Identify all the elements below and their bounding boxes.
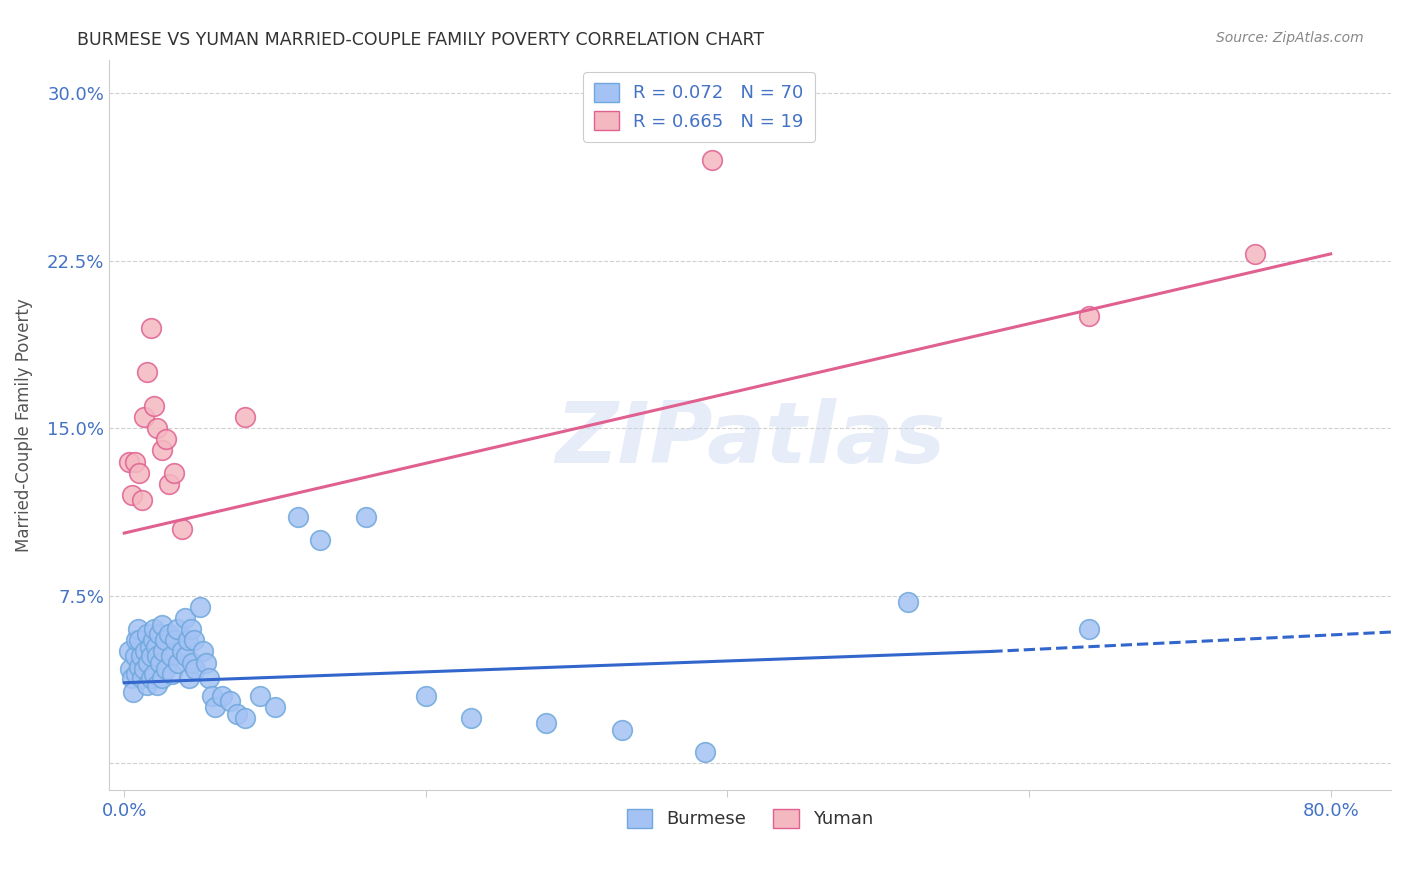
Point [143, 399, 166, 413]
Point [145, 640, 167, 654]
Text: BURMESE VS YUMAN MARRIED-COUPLE FAMILY POVERTY CORRELATION CHART: BURMESE VS YUMAN MARRIED-COUPLE FAMILY P… [77, 31, 765, 49]
Point [184, 662, 207, 676]
Point [180, 622, 202, 636]
Point [165, 633, 187, 648]
Point [188, 599, 211, 614]
Point [159, 477, 181, 491]
Point [120, 662, 142, 676]
Legend: Burmese, Yuman: Burmese, Yuman [620, 802, 880, 836]
Point [134, 644, 156, 658]
Point [460, 711, 482, 725]
Point [176, 633, 198, 648]
Point [146, 421, 169, 435]
Point [191, 644, 214, 658]
Point [118, 454, 141, 468]
Point [150, 443, 173, 458]
Point [1244, 247, 1267, 261]
Point [118, 644, 141, 658]
Point [135, 365, 157, 379]
Point [415, 689, 437, 703]
Point [897, 595, 920, 609]
Point [233, 711, 256, 725]
Point [702, 153, 724, 167]
Point [124, 454, 146, 468]
Point [167, 656, 190, 670]
Point [125, 633, 148, 648]
Point [226, 706, 249, 721]
Point [141, 671, 163, 685]
Point [152, 644, 174, 658]
Point [536, 715, 558, 730]
Point [132, 662, 155, 676]
Point [1078, 622, 1101, 636]
Point [153, 633, 176, 648]
Point [128, 660, 150, 674]
Point [160, 648, 183, 663]
Point [122, 684, 145, 698]
Point [287, 510, 309, 524]
Point [264, 700, 287, 714]
Point [204, 700, 226, 714]
Point [354, 510, 377, 524]
Point [139, 640, 162, 654]
Point [127, 622, 149, 636]
Point [146, 648, 169, 663]
Point [124, 648, 146, 663]
Point [128, 466, 150, 480]
Text: Source: ZipAtlas.com: Source: ZipAtlas.com [1216, 31, 1364, 45]
Point [131, 492, 153, 507]
Point [201, 689, 224, 703]
Point [149, 656, 172, 670]
Point [143, 622, 166, 636]
Point [211, 689, 233, 703]
Point [170, 522, 193, 536]
Point [135, 678, 157, 692]
Point [693, 745, 716, 759]
Text: ZIPatlas: ZIPatlas [555, 398, 945, 481]
Point [173, 611, 195, 625]
Point [135, 626, 157, 640]
Point [174, 648, 197, 663]
Point [163, 466, 186, 480]
Point [610, 723, 633, 737]
Point [121, 488, 143, 502]
Point [194, 656, 217, 670]
Point [218, 693, 240, 707]
Point [125, 666, 148, 681]
Point [162, 666, 184, 681]
Point [155, 662, 177, 676]
Point [249, 689, 271, 703]
Point [131, 671, 153, 685]
Point [159, 626, 181, 640]
Point [177, 671, 200, 685]
Point [150, 617, 173, 632]
Point [150, 671, 173, 685]
Point [129, 648, 152, 663]
Point [121, 671, 143, 685]
Point [197, 671, 219, 685]
Point [166, 622, 188, 636]
Point [146, 678, 169, 692]
Point [142, 633, 165, 648]
Point [183, 633, 205, 648]
Point [170, 644, 193, 658]
Point [132, 409, 155, 424]
Point [141, 648, 163, 663]
Point [143, 666, 166, 681]
Point [155, 432, 177, 446]
Point [128, 633, 150, 648]
Point [181, 656, 204, 670]
Point [309, 533, 332, 547]
Point [138, 656, 160, 670]
Y-axis label: Married-Couple Family Poverty: Married-Couple Family Poverty [15, 298, 32, 551]
Point [1078, 310, 1101, 324]
Point [141, 320, 163, 334]
Point [233, 409, 256, 424]
Point [148, 626, 170, 640]
